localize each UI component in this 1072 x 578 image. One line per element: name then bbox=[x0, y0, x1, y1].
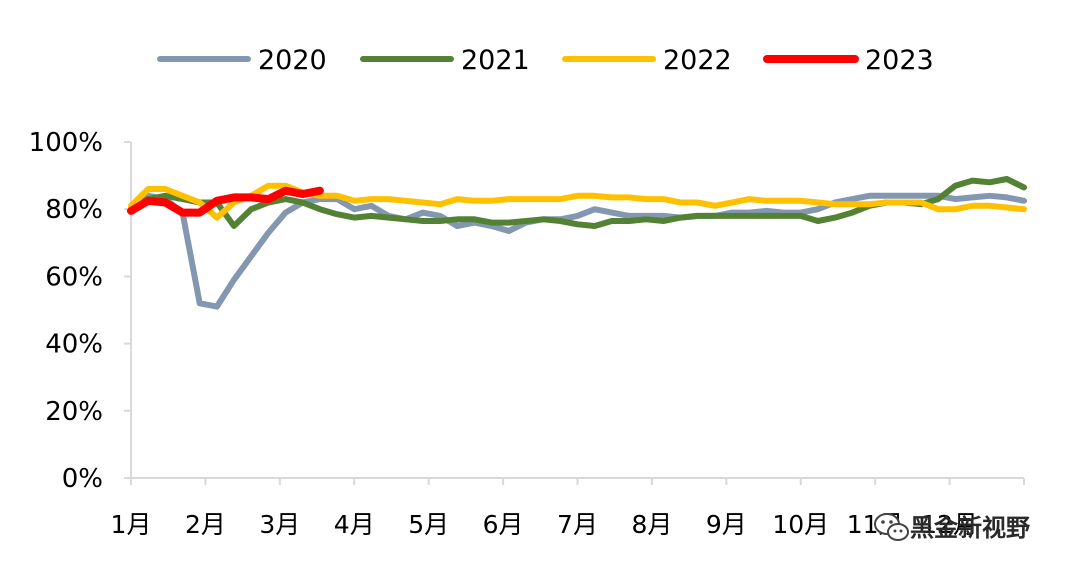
axes: 0% 20% 40% 60% 80% 100% 1月 2月 3月 4月 5月 6月 7月 8月 9月 10月 1… bbox=[29, 128, 1025, 539]
x-tick-label: 2月 bbox=[185, 510, 226, 539]
x-tick-label: 10月 bbox=[772, 510, 829, 539]
x-tick-label: 4月 bbox=[334, 510, 375, 539]
y-tick-label: 100% bbox=[29, 128, 103, 158]
x-tick-label: 7月 bbox=[557, 510, 598, 539]
x-tick-label: 1月 bbox=[111, 510, 152, 539]
series-line-2020 bbox=[128, 192, 1027, 310]
y-tick-label: 0% bbox=[62, 464, 103, 494]
legend-label-2021: 2021 bbox=[461, 45, 530, 76]
y-tick-label: 40% bbox=[45, 330, 103, 360]
x-tick-label: 5月 bbox=[408, 510, 449, 539]
series-line-2022 bbox=[128, 182, 1027, 221]
x-tick-label: 3月 bbox=[259, 510, 300, 539]
legend-label-2023: 2023 bbox=[865, 45, 934, 76]
x-tick-label: 9月 bbox=[706, 510, 747, 539]
wechat-icon bbox=[874, 513, 909, 541]
series-layer bbox=[127, 176, 1027, 310]
y-tick-label: 20% bbox=[45, 397, 103, 427]
series-line-2023 bbox=[127, 186, 324, 217]
y-tick-label: 60% bbox=[45, 262, 103, 292]
watermark: 黑金新视野 bbox=[874, 513, 1030, 542]
x-tick-label: 8月 bbox=[631, 510, 672, 539]
x-tick-label: 12月 bbox=[921, 510, 978, 539]
y-tick-label: 80% bbox=[45, 195, 103, 225]
legend: 2020 2021 2022 2023 bbox=[157, 45, 934, 76]
legend-label-2022: 2022 bbox=[663, 45, 732, 76]
legend-label-2020: 2020 bbox=[258, 45, 327, 76]
x-tick-label: 6月 bbox=[483, 510, 524, 539]
watermark-text: 黑金新视野 bbox=[910, 514, 1030, 542]
